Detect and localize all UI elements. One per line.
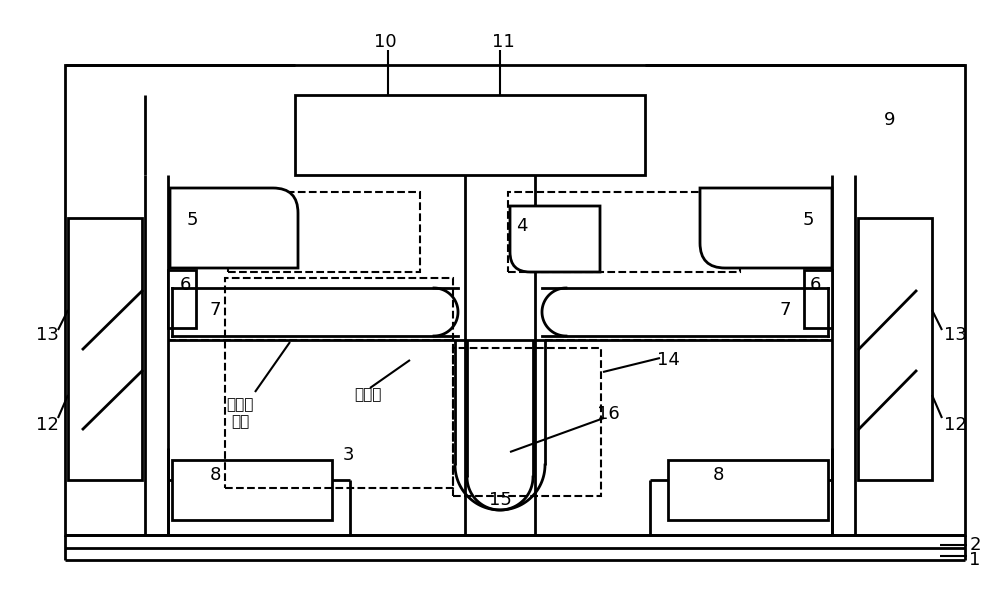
Text: 4: 4 bbox=[516, 217, 528, 235]
Text: 13: 13 bbox=[944, 326, 966, 344]
PathPatch shape bbox=[700, 188, 832, 268]
Text: 7: 7 bbox=[209, 301, 221, 319]
Bar bbox=[508, 192, 740, 272]
Bar bbox=[453, 348, 601, 496]
Bar bbox=[228, 192, 420, 272]
Text: 2: 2 bbox=[969, 536, 981, 554]
Text: 1: 1 bbox=[969, 551, 981, 569]
Text: 16: 16 bbox=[597, 405, 619, 423]
PathPatch shape bbox=[170, 188, 298, 268]
Bar bbox=[295, 95, 645, 175]
Text: 5: 5 bbox=[186, 211, 198, 229]
Text: 5: 5 bbox=[802, 211, 814, 229]
Text: 15: 15 bbox=[489, 491, 511, 509]
Bar bbox=[172, 460, 332, 520]
Bar bbox=[168, 270, 196, 328]
Bar bbox=[668, 460, 828, 520]
Text: 14: 14 bbox=[657, 351, 679, 369]
Text: 8: 8 bbox=[712, 466, 724, 484]
Text: 12: 12 bbox=[36, 416, 58, 434]
Text: 10: 10 bbox=[374, 33, 396, 51]
Bar bbox=[225, 278, 453, 488]
Text: 耗尽区: 耗尽区 bbox=[354, 388, 382, 402]
Text: 13: 13 bbox=[36, 326, 58, 344]
Bar bbox=[65, 65, 965, 535]
Text: 8: 8 bbox=[209, 466, 221, 484]
Text: 边界: 边界 bbox=[231, 414, 249, 429]
Bar bbox=[804, 270, 832, 328]
Text: 11: 11 bbox=[492, 33, 514, 51]
Text: 12: 12 bbox=[944, 416, 966, 434]
Bar bbox=[858, 218, 932, 480]
Text: 7: 7 bbox=[779, 301, 791, 319]
Text: 9: 9 bbox=[884, 111, 896, 129]
Text: 6: 6 bbox=[179, 276, 191, 294]
Text: 6: 6 bbox=[809, 276, 821, 294]
PathPatch shape bbox=[510, 206, 600, 272]
Bar bbox=[68, 218, 142, 480]
Text: 耗尽区: 耗尽区 bbox=[226, 397, 254, 412]
Text: 3: 3 bbox=[342, 446, 354, 464]
